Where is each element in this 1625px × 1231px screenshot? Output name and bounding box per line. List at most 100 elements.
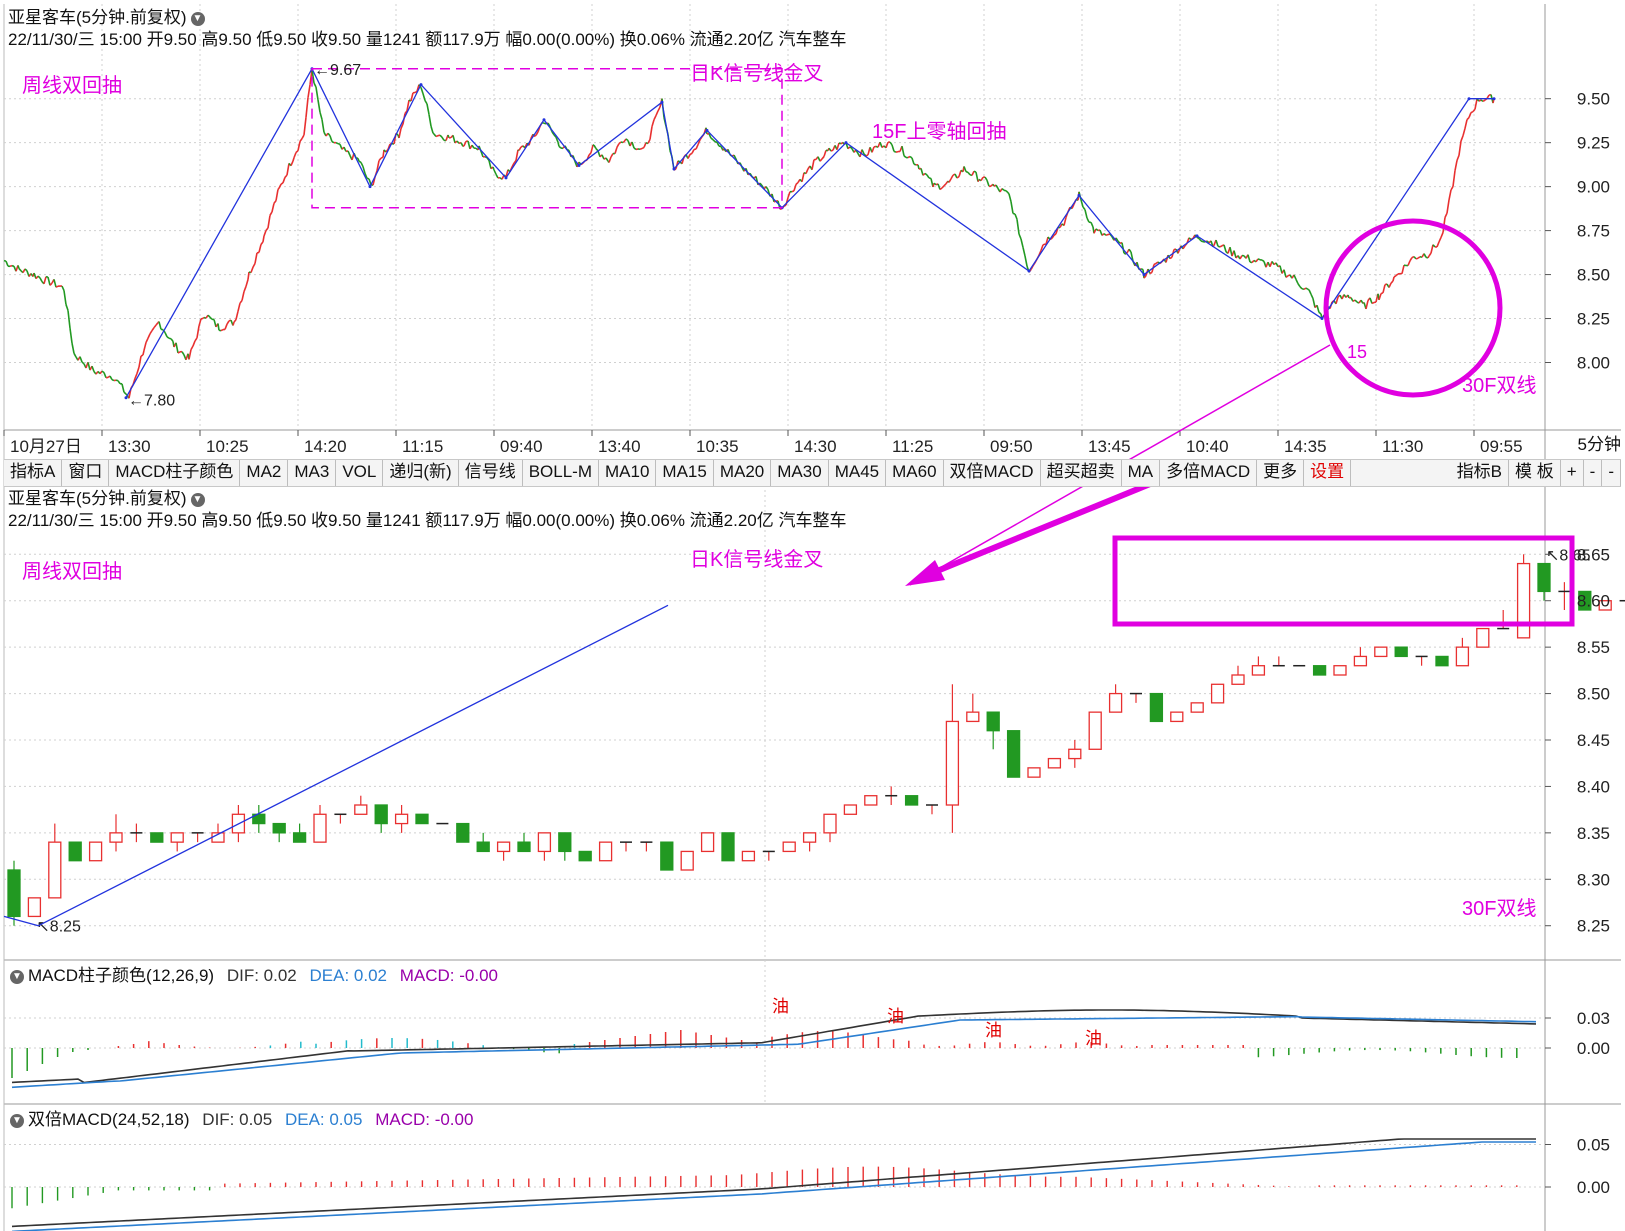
price-segment [1008, 193, 1012, 202]
price-segment [1430, 244, 1434, 254]
price-segment [986, 179, 990, 187]
toolbar-right-button[interactable]: - [1584, 460, 1603, 486]
price-segment [1415, 257, 1419, 260]
price-segment [1470, 110, 1474, 114]
toolbar-button[interactable]: VOL [336, 460, 384, 486]
y-tick-label: 8.00 [1577, 354, 1610, 373]
price-segment [1123, 252, 1127, 255]
price-segment [557, 141, 560, 147]
toolbar-button[interactable]: MA60 [886, 460, 944, 486]
price-segment [293, 152, 297, 159]
x-tick-label: 09:50 [990, 437, 1033, 456]
price-segment [347, 150, 351, 156]
timeframe-label[interactable]: 5分钟 [1577, 435, 1621, 454]
price-segment [136, 366, 140, 374]
toolbar-button[interactable]: 双倍MACD [944, 460, 1041, 486]
price-segment [1392, 276, 1395, 282]
toolbar-button[interactable]: MA15 [656, 460, 714, 486]
trendline-mid [38, 604, 669, 927]
toolbar-button[interactable]: 更多 [1257, 460, 1305, 486]
price-segment [145, 337, 149, 343]
price-segment [202, 316, 205, 319]
trendline-vertex [1027, 269, 1031, 273]
price-segment [616, 143, 620, 148]
price-segment [278, 183, 282, 189]
candle-body [68, 841, 82, 862]
price-segment [138, 356, 142, 368]
toolbar-button[interactable]: 信号线 [459, 460, 523, 486]
trendline-vertex [1077, 193, 1081, 197]
toolbar-button[interactable]: MA3 [288, 460, 337, 486]
price-segment [71, 342, 75, 354]
price-segment [871, 146, 875, 153]
price-segment [1261, 259, 1265, 263]
price-segment [950, 174, 954, 180]
toolbar-button[interactable]: MACD柱子颜色 [109, 460, 241, 486]
candle-body [313, 813, 327, 843]
price-segment [433, 133, 437, 138]
price-segment [1316, 305, 1320, 313]
price-segment [765, 186, 769, 191]
price-segment [117, 380, 121, 385]
toolbar-button[interactable]: 超买超卖 [1041, 460, 1122, 486]
price-segment [232, 321, 235, 326]
price-segment [1356, 301, 1360, 304]
price-segment [879, 141, 883, 148]
toolbar-button[interactable]: MA10 [599, 460, 657, 486]
price-segment [196, 325, 200, 339]
chevron-down-icon[interactable]: ▼ [190, 11, 205, 26]
price-segment [849, 146, 853, 150]
price-segment [1140, 268, 1144, 271]
stock-title-2: 亚星客车(5分钟.前复权) ▼ [8, 489, 205, 509]
price-segment [345, 150, 349, 153]
price-segment [398, 128, 402, 139]
price-segment [922, 172, 926, 176]
toolbar-button[interactable]: 设置 [1304, 460, 1352, 486]
price-segment [290, 160, 294, 166]
price-segment [1082, 206, 1086, 211]
price-segment [553, 134, 557, 138]
y-tick-label: 8.75 [1577, 222, 1610, 241]
toolbar-button[interactable]: 窗口 [62, 460, 110, 486]
toolbar-button[interactable]: MA45 [829, 460, 887, 486]
price-segment [488, 160, 492, 169]
price-segment [618, 141, 622, 145]
toolbar-button[interactable]: BOLL-M [523, 460, 599, 486]
chevron-down-icon-4[interactable]: ▼ [10, 1113, 24, 1128]
toolbar-right-button[interactable]: 指标B [1451, 460, 1509, 486]
toolbar-button[interactable]: MA [1122, 460, 1161, 486]
price-segment [1482, 99, 1486, 103]
price-segment [406, 99, 410, 112]
toolbar-button[interactable]: MA2 [240, 460, 289, 486]
price-segment [280, 182, 284, 185]
price-segment [250, 266, 254, 273]
price-segment [1253, 259, 1257, 263]
price-segment [708, 133, 712, 139]
toolbar-button[interactable]: 指标A [4, 460, 63, 486]
price-segment [303, 117, 307, 136]
chevron-down-icon-2[interactable]: ▼ [190, 492, 205, 507]
price-segment [3, 259, 7, 262]
toolbar-right-button[interactable]: + [1561, 460, 1584, 486]
connector-arrow-shaft [918, 477, 1162, 581]
price-segment [142, 350, 145, 356]
price-segment [224, 323, 228, 330]
candle-body [1516, 562, 1531, 639]
price-segment [1255, 258, 1259, 263]
toolbar-right-button[interactable]: 模 板 [1509, 460, 1561, 486]
price-segment [151, 327, 155, 332]
toolbar-button[interactable]: 递归(新) [383, 460, 459, 486]
toolbar-button[interactable]: MA20 [714, 460, 772, 486]
toolbar-right-button[interactable]: - [1602, 460, 1621, 486]
annotation-daily-cross: 日K信号线金叉 [690, 62, 823, 85]
price-segment [1444, 212, 1448, 218]
x-tick-label: 14:20 [304, 437, 347, 456]
price-segment [295, 150, 299, 154]
toolbar-button[interactable]: 多倍MACD [1160, 460, 1258, 486]
toolbar-button[interactable]: MA30 [771, 460, 829, 486]
candle-body [476, 841, 490, 853]
price-segment [65, 304, 69, 311]
price-segment [838, 142, 842, 145]
price-segment [635, 148, 639, 151]
chevron-down-icon-3[interactable]: ▼ [10, 969, 24, 984]
